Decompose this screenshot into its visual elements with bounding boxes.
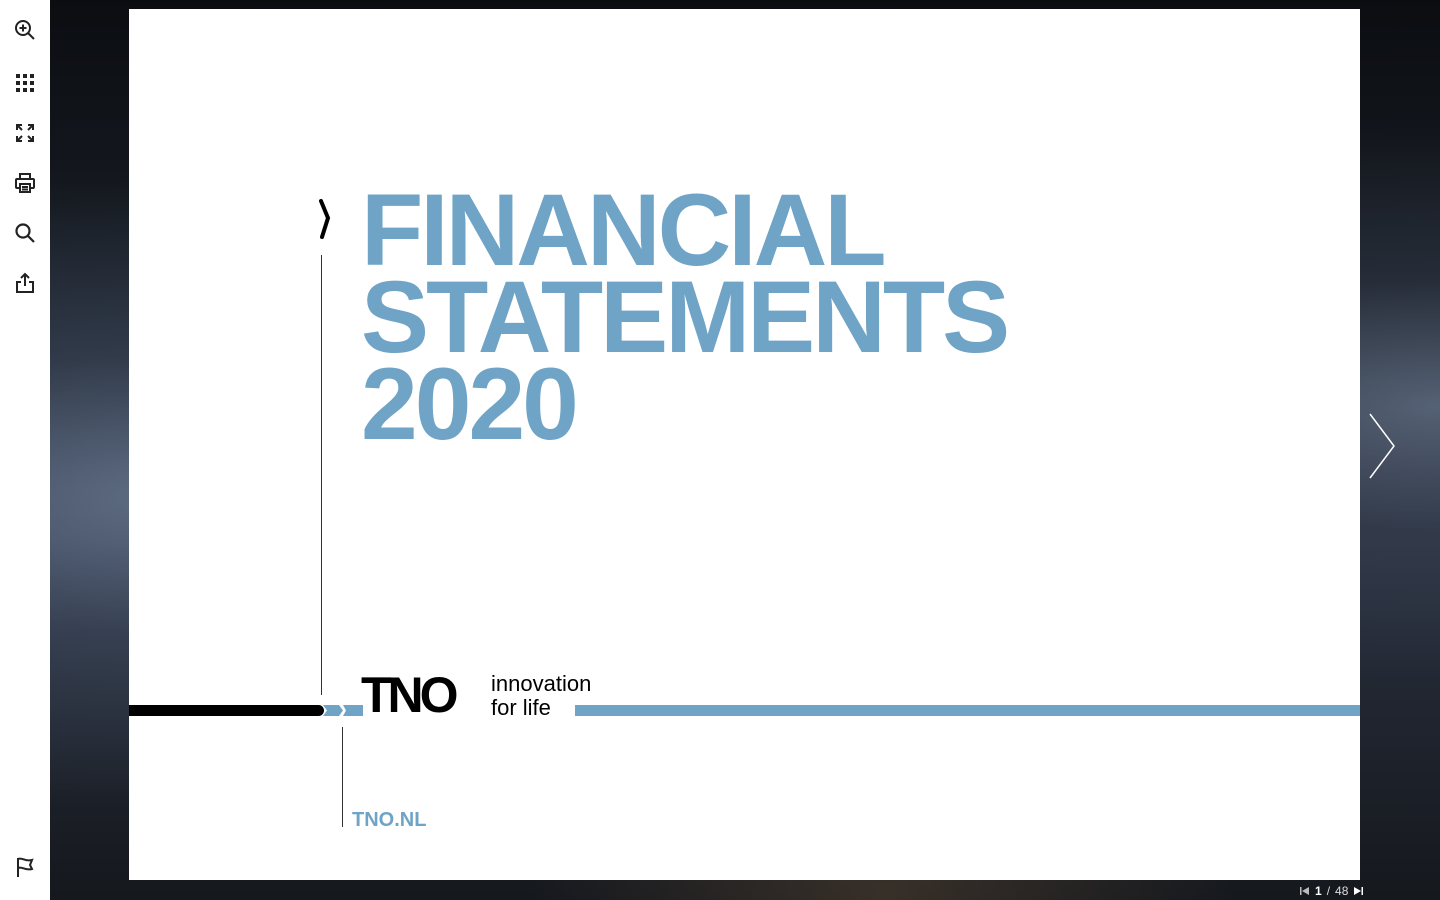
page-separator: /	[1326, 883, 1331, 898]
left-toolbar	[0, 0, 50, 900]
title-line-3: 2020	[361, 347, 579, 461]
current-page: 1	[1315, 883, 1322, 898]
page-navigator: 1 / 48	[1300, 883, 1364, 898]
tagline-line-2: for life	[491, 695, 551, 720]
flag-icon	[17, 857, 34, 877]
print-icon	[15, 173, 35, 193]
tno-logo: TNO	[361, 667, 459, 723]
search-icon	[15, 223, 35, 243]
report-flag-button[interactable]	[12, 854, 38, 880]
thumbnails-button[interactable]	[12, 70, 38, 96]
tagline-line-1: innovation	[491, 671, 592, 696]
fullscreen-icon	[16, 124, 34, 142]
total-pages: 48	[1335, 883, 1349, 898]
fullscreen-button[interactable]	[12, 120, 38, 146]
vertical-rule	[321, 255, 322, 695]
logo-tagline: innovation for life	[491, 672, 591, 720]
blue-chevron-band	[323, 705, 363, 716]
zoom-in-icon	[15, 20, 35, 40]
next-page-arrow-icon[interactable]	[1366, 410, 1398, 482]
search-button[interactable]	[12, 220, 38, 246]
last-page-icon[interactable]	[1353, 886, 1364, 896]
chevron-right-icon	[319, 199, 331, 239]
title-line-2: STATEMENTS	[361, 260, 1010, 374]
blue-band	[575, 705, 1360, 716]
print-button[interactable]	[12, 170, 38, 196]
page-title: FINANCIAL STATEMENTS 2020	[361, 173, 1010, 461]
zoom-in-button[interactable]	[12, 17, 38, 43]
vertical-rule-bottom	[342, 727, 343, 827]
first-page-icon[interactable]	[1300, 886, 1310, 896]
black-band	[129, 705, 324, 716]
thumbnails-icon	[16, 74, 34, 92]
title-line-1: FINANCIAL	[361, 173, 887, 287]
share-button[interactable]	[12, 270, 38, 296]
website-link[interactable]: TNO.NL	[352, 809, 427, 831]
document-page: FINANCIAL STATEMENTS 2020 TNO innovation…	[129, 9, 1360, 880]
share-icon	[16, 272, 34, 293]
